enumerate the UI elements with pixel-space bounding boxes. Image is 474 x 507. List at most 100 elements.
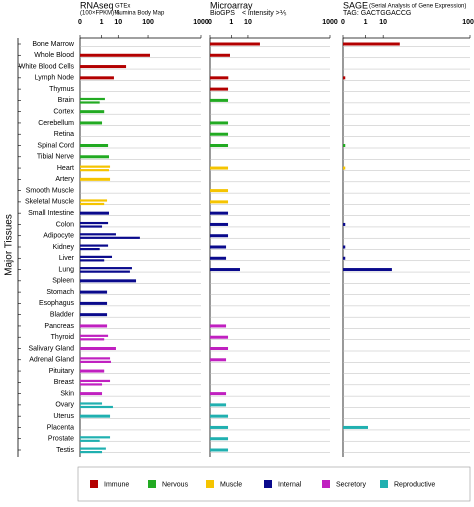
x-tick-label: 0 [208, 19, 212, 26]
bar [80, 169, 110, 172]
bar [80, 379, 111, 383]
x-tick-label: 0 [341, 19, 345, 26]
bar [80, 405, 113, 409]
bar [210, 87, 229, 91]
tissue-label: Testis [56, 447, 74, 454]
bar [210, 335, 229, 339]
bar [80, 451, 103, 454]
tissue-label: Heart [57, 165, 74, 172]
bar [80, 177, 111, 181]
tissue-label: Adipocyte [43, 233, 74, 240]
bar [80, 360, 111, 363]
bar [343, 268, 392, 272]
x-tick-label: 1 [229, 19, 233, 26]
bar [80, 211, 110, 215]
tissue-label: Colon [56, 221, 74, 228]
series-label: Illumina Body Map [115, 11, 165, 17]
bar [80, 97, 105, 101]
legend-label: Nervous [162, 481, 189, 488]
bar [210, 166, 229, 170]
bar [210, 392, 227, 396]
tissue-label: Small Intestine [28, 210, 74, 217]
bar [80, 334, 109, 337]
bar [210, 98, 229, 102]
panel-subtitle: (100×FPKM)⅕ [80, 11, 120, 17]
bar [80, 236, 140, 239]
bar [80, 259, 105, 262]
bar [80, 144, 109, 147]
legend-swatch [206, 480, 214, 488]
legend-swatch [322, 480, 330, 488]
tissue-label: Cerebellum [38, 120, 74, 127]
bar [343, 256, 346, 260]
bar [80, 244, 109, 247]
bar [80, 313, 108, 317]
bar [80, 439, 100, 442]
panel-title: RNAseq [80, 0, 114, 10]
tissue-label: Skin [60, 390, 74, 397]
bar [80, 110, 105, 114]
bar [80, 53, 150, 57]
tissue-label: Retina [54, 131, 74, 138]
y-axis-label: Major Tissues [4, 214, 15, 276]
bar [210, 245, 227, 249]
legend-label: Secretory [336, 481, 366, 488]
bar [210, 448, 229, 452]
bar [210, 189, 229, 193]
x-tick-label: 100 [142, 19, 154, 26]
tissue-label: Lymph Node [35, 75, 75, 82]
x-tick-label: 10 [114, 19, 122, 26]
bar [80, 233, 116, 236]
tissue-label: Esophagus [39, 300, 75, 307]
bar [210, 403, 227, 407]
x-tick-label: 1000 [193, 19, 209, 26]
x-tick-label: 1000 [462, 19, 474, 26]
bar [80, 202, 105, 206]
legend-box [77, 466, 471, 502]
bar [210, 414, 229, 418]
series-label: GTEx [115, 4, 130, 10]
x-tick-label: 10 [379, 19, 387, 26]
bar [80, 155, 110, 159]
bar [80, 101, 100, 104]
tissue-label: Thymus [49, 86, 74, 93]
bar [210, 121, 229, 125]
bar [80, 338, 105, 341]
tissue-label: Spinal Cord [37, 142, 74, 149]
bar [210, 222, 229, 226]
panel-title: Microarray [210, 0, 253, 10]
bar [80, 324, 108, 328]
bar [80, 436, 111, 439]
bar [210, 200, 229, 204]
tissue-label: Adrenal Gland [29, 357, 74, 364]
bar [80, 76, 114, 80]
tissue-label: Prostate [48, 436, 74, 443]
x-tick-label: 1 [100, 19, 104, 26]
bar [210, 256, 227, 260]
tissue-label: Tibial Nerve [37, 154, 74, 161]
bar [210, 234, 229, 238]
bar [210, 144, 229, 147]
bar [343, 222, 346, 226]
series-label: TAG: GACTGGACCG [343, 10, 411, 17]
x-tick-label: 1000 [322, 19, 338, 26]
bar [210, 76, 229, 80]
bar [80, 199, 108, 202]
bar [343, 166, 346, 170]
bar [80, 267, 132, 270]
tissue-label: Lung [58, 266, 74, 273]
bar [80, 392, 103, 396]
bar [343, 245, 346, 249]
tissue-label: Kidney [53, 244, 75, 251]
bar [210, 53, 230, 57]
x-tick-label: 1 [364, 19, 368, 26]
bar [210, 425, 229, 429]
bar [343, 425, 368, 429]
bar [343, 144, 346, 147]
tissue-label: Stomach [46, 289, 74, 296]
bar [210, 437, 229, 441]
legend-swatch [264, 480, 272, 488]
panel-subtitle: < intensity >⅕ [242, 10, 287, 17]
bar [80, 369, 105, 373]
bar [210, 268, 240, 272]
